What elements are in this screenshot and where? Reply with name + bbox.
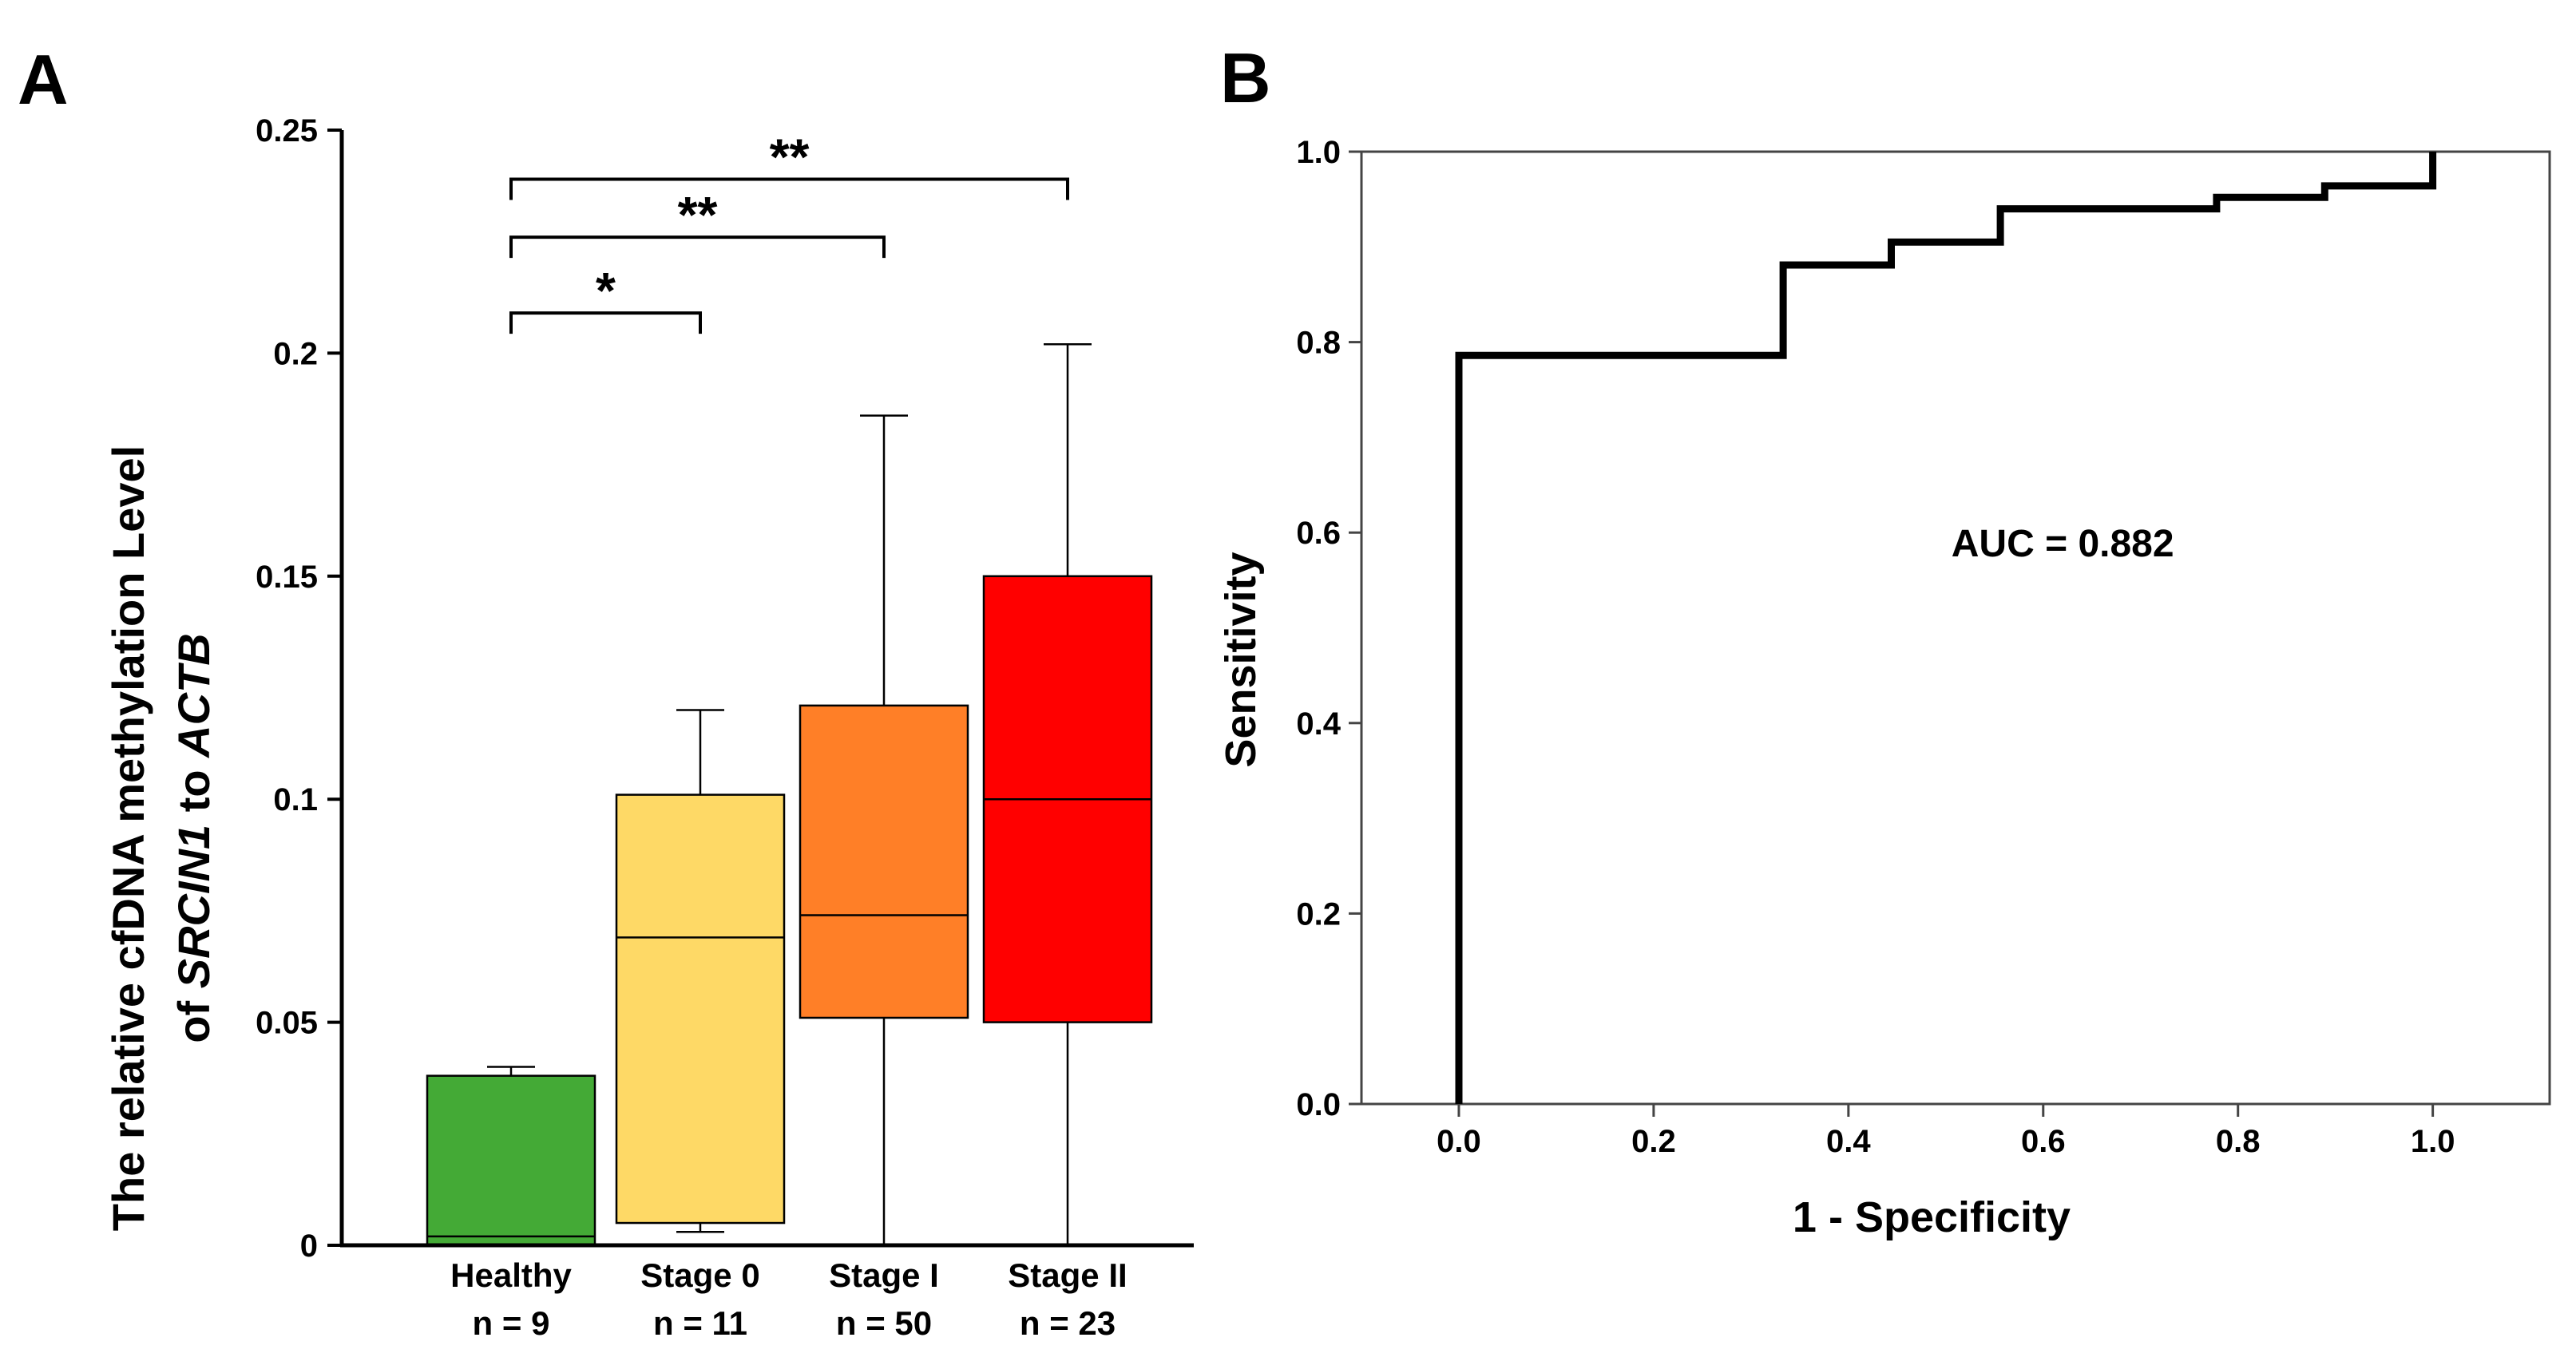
b-y-axis-title: Sensitivity xyxy=(1217,552,1265,767)
a-significance-mark: * xyxy=(596,262,616,319)
panel-a-label: A xyxy=(18,40,69,119)
b-y-tick-label: 0.2 xyxy=(1296,896,1341,932)
a-category-n: n = 23 xyxy=(1020,1304,1116,1342)
a-boxes xyxy=(426,342,1153,1247)
a-significance-bracket xyxy=(509,311,702,334)
b-x-axis-ticks: 0.0 0.2 0.4 0.6 0.8 1.0 xyxy=(1437,1104,2455,1159)
a-ylabel-part-to: to xyxy=(168,758,219,825)
a-category-label: Healthy xyxy=(450,1256,572,1294)
b-y-axis-ticks: 0.0 0.2 0.4 0.6 0.8 1.0 xyxy=(1296,135,1361,1122)
b-x-tick-label: 0.0 xyxy=(1437,1124,1481,1159)
b-x-axis-title: 1 - Specificity xyxy=(1793,1193,2071,1241)
a-y-axis-title-line1: The relative cfDNA methylation Level xyxy=(103,445,153,1231)
b-y-tick-label: 1.0 xyxy=(1296,135,1341,170)
b-plot-frame xyxy=(1360,150,2551,1106)
a-box-stage-i xyxy=(799,414,969,1245)
a-box-rect xyxy=(615,793,786,1225)
a-y-tick-label: 0.05 xyxy=(256,1006,318,1041)
b-x-tick-label: 0.6 xyxy=(2021,1124,2066,1159)
a-ylabel-part-of: of xyxy=(168,988,219,1043)
a-box-rect xyxy=(799,704,969,1019)
b-x-tick-label: 1.0 xyxy=(2411,1124,2455,1159)
a-category-n: n = 9 xyxy=(473,1304,550,1342)
a-significance-mark: ** xyxy=(770,128,810,185)
a-category-n: n = 50 xyxy=(836,1304,932,1342)
a-y-tick-label: 0.25 xyxy=(256,113,318,148)
a-y-axis-title-line2: of SRCIN1 to ACTB xyxy=(168,633,219,1043)
a-significance-brackets: ***** xyxy=(509,128,1069,334)
a-y-tick-label: 0 xyxy=(300,1229,318,1264)
a-x-category-labels: Healthy n = 9 Stage 0 n = 11 Stage I n = 50 St… xyxy=(450,1256,1127,1342)
a-significance-mark: ** xyxy=(678,186,718,243)
a-ylabel-part-ref: ACTB xyxy=(168,633,219,759)
a-significance-bracket xyxy=(509,177,1069,200)
a-box-healthy xyxy=(426,1066,596,1247)
a-box-stage-0 xyxy=(615,709,786,1233)
b-y-tick-label: 0.4 xyxy=(1296,706,1341,742)
a-box-stage-ii xyxy=(982,342,1153,1245)
a-y-tick-label: 0.15 xyxy=(256,560,318,595)
b-y-tick-label: 0.0 xyxy=(1296,1087,1341,1122)
panel-b-label: B xyxy=(1220,38,1271,117)
a-y-tick-label: 0.1 xyxy=(273,782,318,817)
a-ylabel-part-gene: SRCIN1 xyxy=(168,825,219,988)
a-y-axis-title: The relative cfDNA methylation Level of … xyxy=(103,445,219,1231)
a-y-axis-ticks: 0 0.05 0.1 0.15 0.2 0.25 xyxy=(256,113,342,1264)
b-roc-curve xyxy=(1455,152,2437,1104)
a-significance-bracket xyxy=(509,235,886,259)
a-category-n: n = 11 xyxy=(653,1304,747,1342)
a-category-label: Stage I xyxy=(829,1256,939,1294)
a-box-rect xyxy=(426,1074,596,1247)
b-x-tick-label: 0.4 xyxy=(1826,1124,1871,1159)
a-y-tick-label: 0.2 xyxy=(273,336,318,371)
b-auc-annotation: AUC = 0.882 xyxy=(1952,523,2174,565)
b-y-tick-label: 0.8 xyxy=(1296,326,1341,361)
a-category-label: Stage 0 xyxy=(640,1256,759,1294)
a-category-label: Stage II xyxy=(1008,1256,1127,1294)
b-y-tick-label: 0.6 xyxy=(1296,516,1341,551)
panel-b-roc: 0.0 0.2 0.4 0.6 0.8 1.0 0.0 0.2 0.4 0.6 0.8 1.0 AU… xyxy=(1217,135,2551,1241)
b-x-tick-label: 0.2 xyxy=(1631,1124,1676,1159)
b-x-tick-label: 0.8 xyxy=(2216,1124,2261,1159)
